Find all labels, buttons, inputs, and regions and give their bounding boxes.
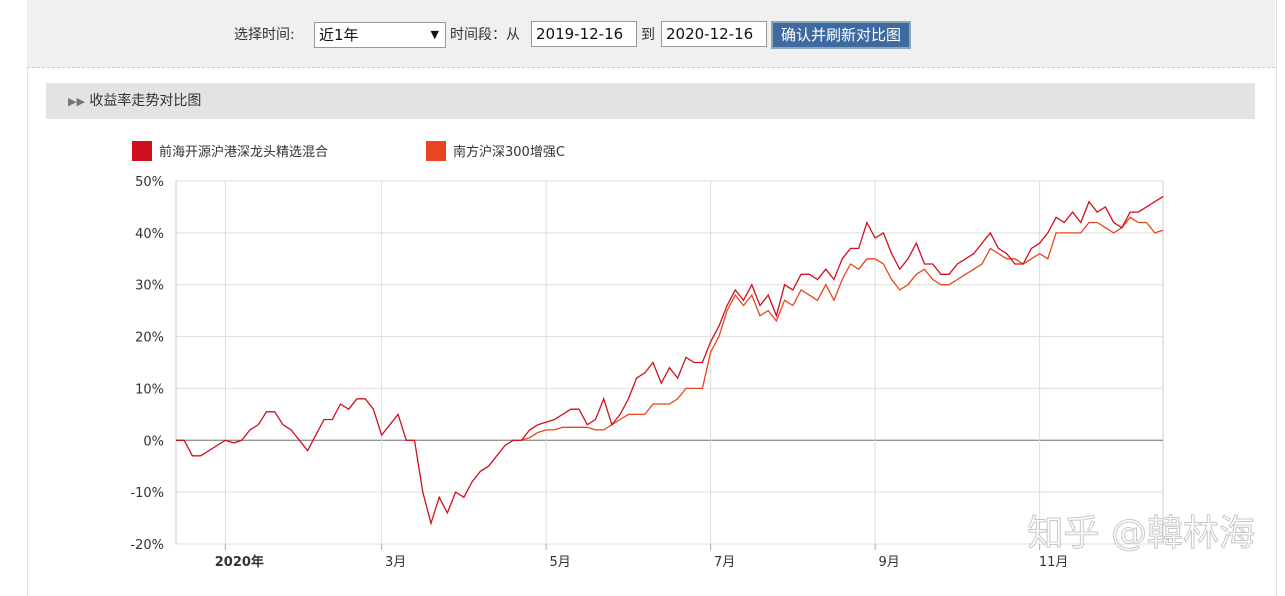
label: 选择时间: [234,27,295,43]
series-line [521,216,1164,441]
y-tick-label: 30% [135,279,164,294]
panel-header: ▶▶ 收益率走势对比图 [46,83,1255,119]
x-tick-label: 9月 [878,555,899,570]
y-tick-label: 50% [135,175,164,190]
x-tick-label: 3月 [385,555,406,570]
select-arrow: ▼ [430,28,439,41]
x-tick-label: 7月 [714,555,735,570]
legend-label: 前海开源沪港深龙头精选混合 [159,144,328,160]
x-tick-label: 2020年 [215,554,264,570]
x-tick-label: 11月 [1039,555,1069,570]
watermark: 知乎 @韓林海 [1028,513,1255,554]
y-tick-label: 40% [135,227,164,242]
y-tick-label: 0% [143,434,164,449]
y-tick-label: 10% [135,382,164,397]
label: 到 [641,27,655,43]
y-tick-label: 20% [135,331,164,346]
select-value: 近1年 [319,26,359,44]
legend-label: 南方沪深300增强C [453,144,565,160]
panel-title: 收益率走势对比图 [89,93,202,109]
refresh-button[interactable]: 确认并刷新对比图 [771,21,912,49]
legend-swatch [426,141,446,161]
toolbar: 选择时间: 近1年 ▼ 时间段：从 2019-12-16 到 2020-12-16… [27,0,1275,68]
y-tick-label: -20% [130,538,164,553]
label: 时间段：从 [450,27,520,43]
frame [27,0,1277,596]
y-tick-label: -10% [130,486,164,501]
series-line [176,196,1164,526]
x-tick-label: 5月 [549,555,570,570]
end-date-input[interactable]: 2020-12-16 [661,21,767,47]
icon: ▶▶ [68,95,85,108]
legend-swatch [132,141,152,161]
period-select[interactable]: 近1年 ▼ [314,22,446,48]
plot-frame [175,180,1164,545]
start-date-input[interactable]: 2019-12-16 [531,21,637,47]
